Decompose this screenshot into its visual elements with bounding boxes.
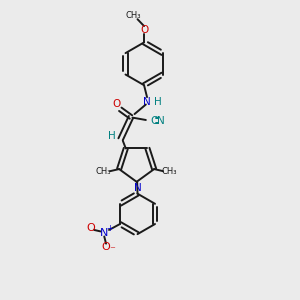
- Text: O: O: [112, 99, 121, 109]
- Text: O: O: [102, 242, 110, 252]
- Text: H: H: [154, 97, 162, 106]
- Text: +: +: [106, 224, 113, 233]
- Text: N: N: [134, 183, 141, 193]
- Text: CH₃: CH₃: [162, 167, 177, 176]
- Text: C: C: [150, 116, 158, 126]
- Text: H: H: [108, 131, 116, 141]
- Text: N: N: [157, 116, 164, 126]
- Text: N: N: [100, 228, 108, 238]
- Text: ⁻: ⁻: [110, 245, 116, 255]
- Text: N: N: [143, 97, 151, 106]
- Text: O: O: [87, 224, 96, 233]
- Text: O: O: [140, 25, 148, 34]
- Text: CH₃: CH₃: [125, 11, 140, 20]
- Text: CH₃: CH₃: [96, 167, 111, 176]
